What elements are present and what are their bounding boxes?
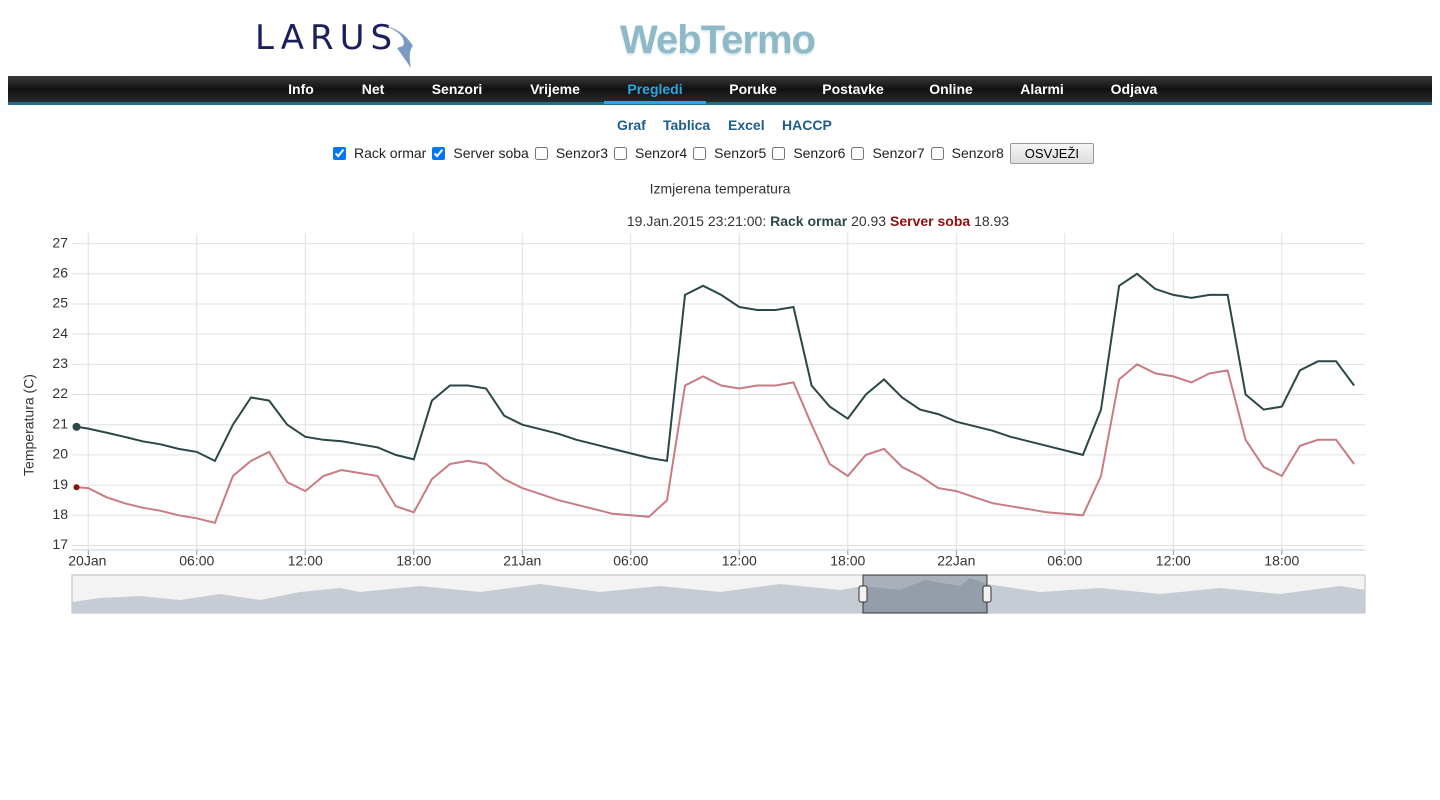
y-tick-label: 24 [52, 325, 68, 341]
nav-item[interactable]: Senzori [431, 81, 483, 97]
active-underline [604, 101, 706, 104]
nav-item[interactable]: Odjava [1110, 81, 1158, 97]
tooltip-time: 19.Jan.2015 23:21:00 [627, 213, 763, 229]
nav-item[interactable]: Postavke [822, 81, 884, 97]
x-tick-label: 06:00 [613, 553, 648, 569]
navigator-handle[interactable] [858, 585, 868, 603]
navigator-selection[interactable] [862, 574, 988, 614]
sensor-option[interactable]: Senzor8 [930, 145, 1004, 161]
sensor-label: Senzor3 [555, 145, 608, 161]
nav-item[interactable]: Alarmi [1020, 81, 1064, 97]
subnav-link[interactable]: Graf [617, 117, 646, 133]
subnav-link[interactable]: Tablica [663, 117, 711, 133]
navigator [71, 574, 1366, 614]
y-tick-label: 23 [52, 355, 68, 371]
sensor-label: Server soba [453, 145, 529, 161]
subnav-link[interactable]: Excel [728, 117, 765, 133]
sensor-label: Senzor6 [793, 145, 846, 161]
navigator-handle[interactable] [982, 585, 992, 603]
sensor-option[interactable]: Senzor7 [851, 145, 925, 161]
x-tick-label: 12:00 [722, 553, 757, 569]
series-line [76, 272, 1355, 463]
nav-item[interactable]: Net [361, 81, 385, 97]
x-tick-label: 06:00 [1047, 553, 1082, 569]
hover-marker [73, 484, 80, 491]
nav-bar: Info Net Senzori Vrijeme Pregledi Poruke Posta… [8, 76, 1432, 105]
x-tick-label: 18:00 [1264, 553, 1299, 569]
sensor-checkbox[interactable] [772, 146, 786, 160]
tooltip: 19.Jan.2015 23:21:00: Rack ormar 20.93 S… [627, 213, 1009, 229]
sensor-option[interactable]: Senzor4 [614, 145, 687, 161]
x-tick-label: 18:00 [396, 553, 431, 569]
x-tick-label: 12:00 [1156, 553, 1191, 569]
sensor-option[interactable]: Senzor5 [693, 145, 766, 161]
sensor-label: Senzor7 [872, 145, 925, 161]
y-tick-label: 26 [52, 264, 68, 280]
nav-item[interactable]: Pregledi [627, 81, 683, 97]
sensor-option[interactable]: Senzor3 [534, 145, 608, 161]
y-axis-label: Temperatura (C) [21, 374, 37, 476]
chart: Izmjerena temperatura 19.Jan.2015 23:21:… [21, 181, 1366, 614]
y-tick-label: 27 [52, 234, 68, 250]
y-tick-label: 25 [52, 295, 68, 311]
series-line [76, 363, 1355, 524]
y-tick-label: 17 [52, 536, 68, 552]
nav-item[interactable]: Vrijeme [530, 81, 580, 97]
sensor-checkbox[interactable] [693, 146, 707, 160]
x-tick-label: 22Jan [937, 553, 975, 569]
tooltip-value: 18.93 [974, 213, 1009, 229]
sensor-option[interactable]: Rack ormar [333, 145, 426, 161]
nav-item[interactable]: Online [929, 81, 973, 97]
nav-item[interactable]: Info [288, 81, 314, 97]
hover-marker [72, 422, 81, 431]
y-tick-label: 21 [52, 415, 68, 431]
x-tick-label: 12:00 [288, 553, 323, 569]
sensor-checkbox[interactable] [851, 146, 865, 160]
y-tick-label: 20 [52, 446, 68, 462]
x-tick-label: 20Jan [68, 553, 106, 569]
y-tick-label: 18 [52, 506, 68, 522]
logo: LARUS [255, 18, 399, 58]
subnav-link[interactable]: HACCP [782, 117, 832, 133]
sensor-checkbox[interactable] [534, 146, 548, 160]
sensor-label: Rack ormar [354, 145, 427, 161]
chart-title: Izmjerena temperatura [650, 181, 791, 197]
sensor-label: Senzor4 [635, 145, 688, 161]
sensor-list: Rack ormar Server soba Senzor3 Senzor4 Senzo… [333, 141, 1094, 165]
x-tick-label: 21Jan [503, 553, 541, 569]
tooltip-series-name: Server soba [890, 213, 970, 229]
x-tick-label: 18:00 [830, 553, 865, 569]
sensor-checkbox[interactable] [930, 146, 944, 160]
sensor-option[interactable]: Senzor6 [772, 145, 845, 161]
y-tick-label: 19 [52, 476, 68, 492]
navigator-area [72, 578, 1365, 613]
logo-wing [385, 26, 413, 68]
nav-item[interactable]: Poruke [729, 81, 777, 97]
sensor-label: Senzor8 [951, 145, 1004, 161]
refresh-button[interactable]: OSVJEŽI [1009, 142, 1094, 164]
site-title: WebTermo [620, 18, 816, 62]
sensor-option[interactable]: Server soba [432, 145, 529, 161]
tooltip-value: 20.93 [851, 213, 886, 229]
sensor-checkbox[interactable] [333, 146, 346, 160]
sensor-label: Senzor5 [714, 145, 767, 161]
tooltip-series-name: Rack ormar [770, 213, 848, 229]
x-tick-label: 06:00 [179, 553, 214, 569]
y-tick-label: 22 [52, 385, 68, 401]
sensor-checkbox[interactable] [614, 146, 627, 160]
sensor-checkbox[interactable] [432, 146, 446, 160]
